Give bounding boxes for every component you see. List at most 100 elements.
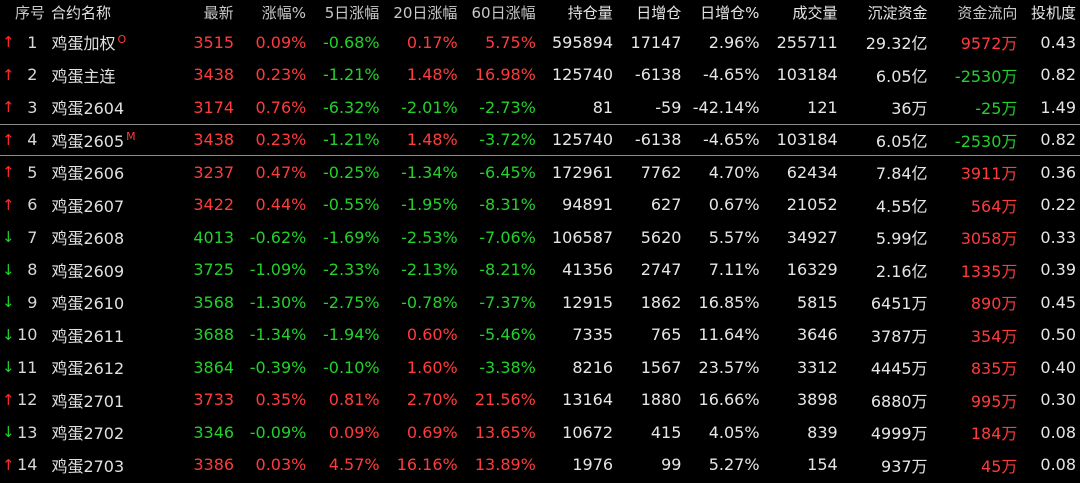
volume: 5815 [796,292,838,312]
row-seq: 11 [17,357,38,377]
header-chg5d[interactable]: 5日涨幅 [324,3,380,22]
change-pct: 0.47% [255,162,307,182]
change-pct: -0.62% [249,227,307,247]
volume: 255711 [776,32,838,52]
row-seq: 1 [27,32,38,52]
header-seq[interactable]: 序号 [14,3,45,22]
row-seq: 2 [27,65,38,85]
open-interest: 13164 [562,390,614,410]
fund-flow: 1335万 [960,261,1018,281]
header-daily-add[interactable]: 日增仓 [636,3,682,22]
speculation-ratio: 0.08 [1040,422,1077,442]
speculation-ratio: 0.08 [1040,455,1077,475]
table-row[interactable]: ↓ 10 鸡蛋2611 3688 -1.34% -1.94% 0.60% -5.46% 7335… [0,319,1080,352]
change-5d: -0.25% [323,162,380,182]
contract-name: 鸡蛋2607 [51,196,125,216]
table-row[interactable]: ↑ 14 鸡蛋2703 3386 0.03% 4.57% 16.16% 13.89% 1976 9… [0,449,1080,482]
speculation-ratio: 0.30 [1040,390,1077,410]
daily-add: 765 [650,325,682,345]
header-flow[interactable]: 资金流向 [957,3,1018,22]
header-last[interactable]: 最新 [203,3,234,22]
change-pct: -1.09% [249,260,307,280]
open-interest: 106587 [551,227,614,247]
table-row[interactable]: ↓ 13 鸡蛋2702 3346 -0.09% 0.09% 0.69% 13.65% 10672… [0,416,1080,449]
change-20d: 16.16% [396,455,458,475]
volume: 3898 [796,390,838,410]
change-5d: -0.68% [323,32,380,52]
table-row[interactable]: ↑ 6 鸡蛋2607 3422 0.44% -0.55% -1.95% -8.31% 94891… [0,189,1080,222]
table-row[interactable]: ↑ 2 鸡蛋主连 3438 0.23% -1.21% 1.48% 16.98% 125740 -6… [0,59,1080,92]
daily-add: -6138 [634,130,682,150]
header-fund[interactable]: 沉淀资金 [867,3,928,22]
change-60d: -5.46% [479,325,536,345]
change-60d: -8.21% [479,260,536,280]
settled-fund: 6451万 [870,294,928,314]
volume: 3646 [796,325,838,345]
speculation-ratio: 0.82 [1040,130,1077,150]
header-daily-add-pct[interactable]: 日增仓% [700,3,760,22]
last-price: 3386 [193,455,235,475]
daily-add-pct: 4.70% [708,162,760,182]
change-60d: -3.72% [479,130,536,150]
contract-name: 鸡蛋2610 [51,294,125,314]
speculation-ratio: 0.33 [1040,227,1077,247]
table-row[interactable]: ↑ 5 鸡蛋2606 3237 0.47% -0.25% -1.34% -6.45% 17296… [0,156,1080,189]
contract-name: 鸡蛋2605 M [51,130,136,151]
table-row[interactable]: ↓ 9 鸡蛋2610 3568 -1.30% -2.75% -0.78% -7.37% 1291… [0,286,1080,319]
daily-add-pct: 16.85% [698,292,760,312]
contract-name: 鸡蛋2609 [51,261,125,281]
daily-add-pct: 4.05% [708,422,760,442]
trend-arrow-icon: ↓ [2,358,15,377]
last-price: 3422 [193,195,235,215]
row-seq: 9 [27,292,38,312]
daily-add-pct: -4.65% [702,130,760,150]
daily-add: 415 [650,422,682,442]
row-seq: 3 [27,97,38,117]
row-seq: 6 [27,195,38,215]
open-interest: 10672 [562,422,614,442]
fund-flow: 184万 [970,424,1018,444]
table-row[interactable]: ↑ 1 鸡蛋加权 O 3515 0.09% -0.68% 0.17% 5.75% 595894 17… [0,26,1080,59]
header-oi[interactable]: 持仓量 [567,3,613,22]
header-volume[interactable]: 成交量 [792,3,838,22]
settled-fund: 6880万 [870,391,928,411]
change-60d: -6.45% [479,162,536,182]
contract-name: 鸡蛋2608 [51,229,125,249]
header-name[interactable]: 合约名称 [50,3,111,22]
daily-add: 7762 [640,162,682,182]
row-seq: 10 [17,325,38,345]
header-chg60d[interactable]: 60日涨幅 [471,3,536,22]
last-price: 4013 [193,227,235,247]
contract-badge: O [117,32,127,46]
table-row[interactable]: ↑ 12 鸡蛋2701 3733 0.35% 0.81% 2.70% 21.56% 13164 1… [0,384,1080,417]
last-price: 3864 [193,357,235,377]
last-price: 3733 [193,390,235,410]
table-row[interactable]: ↓ 8 鸡蛋2609 3725 -1.09% -2.33% -2.13% -8.21% 4135… [0,254,1080,287]
last-price: 3438 [193,130,235,150]
open-interest: 1976 [572,455,614,475]
table-row[interactable]: ↑ 4 鸡蛋2605 M 3438 0.23% -1.21% 1.48% -3.72% 12574… [0,123,1080,156]
fund-flow: 564万 [970,196,1018,216]
change-5d: 0.81% [328,390,380,410]
header-chg[interactable]: 涨幅% [261,3,306,22]
change-20d: 1.60% [406,357,458,377]
daily-add-pct: 5.57% [708,227,760,247]
row-seq: 12 [17,390,38,410]
change-pct: 0.76% [255,97,307,117]
header-spec[interactable]: 投机度 [1030,3,1076,22]
header-chg20d[interactable]: 20日涨幅 [393,3,458,22]
change-20d: 1.48% [406,65,458,85]
speculation-ratio: 0.45 [1040,292,1077,312]
contract-name: 鸡蛋2611 [51,326,125,346]
change-60d: -7.37% [479,292,536,312]
fund-flow: 354万 [970,326,1018,346]
table-row[interactable]: ↓ 11 鸡蛋2612 3864 -0.39% -0.10% 1.60% -3.38% 8216… [0,351,1080,384]
trend-arrow-icon: ↓ [2,293,15,312]
change-5d: -1.69% [323,227,380,247]
table-row[interactable]: ↑ 3 鸡蛋2604 3174 0.76% -6.32% -2.01% -2.73% 81 -59… [0,91,1080,124]
trend-arrow-icon: ↑ [2,130,15,149]
last-price: 3438 [193,65,235,85]
change-pct: 0.23% [255,65,307,85]
table-row[interactable]: ↓ 7 鸡蛋2608 4013 -0.62% -1.69% -2.53% -7.06% 1065… [0,221,1080,254]
contract-name: 鸡蛋2701 [51,391,125,411]
